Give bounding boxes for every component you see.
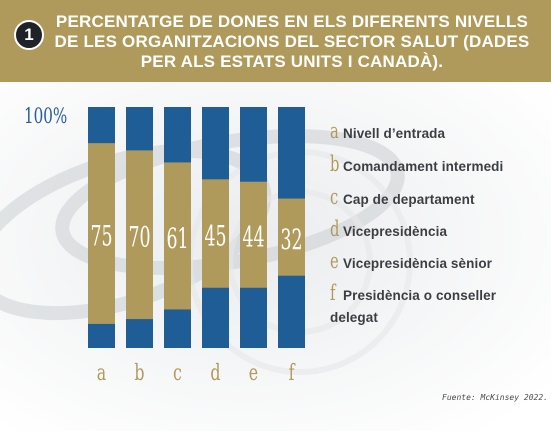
bar-women-e xyxy=(240,181,267,288)
source-note: Fuente: McKinsey 2022. xyxy=(442,393,548,402)
category-tick-b: b xyxy=(134,359,144,385)
chart-number-badge: 1 xyxy=(14,20,44,50)
stacked-bar-chart: 75 a 70 b 61 c 45 d 44 e 32 f xyxy=(88,107,305,386)
legend-letter: c xyxy=(330,185,339,209)
data-label-c: 61 xyxy=(166,223,188,255)
legend-label: Vicepresidència xyxy=(343,224,448,239)
legend-letter: d xyxy=(330,217,340,241)
legend-item-c: c Cap de departament xyxy=(330,186,545,211)
header-banner: 1 PERCENTATGE DE DONES EN ELS DIFERENTS … xyxy=(0,0,551,82)
category-tick-d: d xyxy=(210,359,220,385)
legend-label: Comandament intermedi xyxy=(343,159,504,174)
legend-item-d: d Vicepresidència xyxy=(330,218,545,243)
data-label-e: 44 xyxy=(242,221,264,253)
category-tick-f: f xyxy=(289,359,296,385)
category-tick-e: e xyxy=(249,359,258,385)
legend-label: Nivell d’entrada xyxy=(343,126,446,141)
bar-women-c xyxy=(164,162,191,310)
data-label-d: 45 xyxy=(204,220,226,252)
data-label-a: 75 xyxy=(90,220,112,252)
chart-title: PERCENTATGE DE DONES EN ELS DIFERENTS NI… xyxy=(54,12,530,71)
bar-women-f xyxy=(278,198,305,276)
bar-women-a xyxy=(88,143,115,324)
legend-item-a: a Nivell d’entrada xyxy=(330,120,545,145)
legend-letter: b xyxy=(330,152,340,176)
category-tick-a: a xyxy=(97,359,106,385)
legend-letter: f xyxy=(330,281,336,305)
bar-women-b xyxy=(126,150,153,320)
legend-label: Cap de departament xyxy=(343,192,475,207)
data-label-b: 70 xyxy=(128,221,150,253)
legend-letter: a xyxy=(330,119,339,143)
legend-label: Presidència o conseller delegat xyxy=(330,288,497,325)
category-tick-c: c xyxy=(173,359,182,385)
legend-label: Vicepresidència sènior xyxy=(343,256,493,271)
bar-women-d xyxy=(202,179,229,288)
legend-item-e: e Vicepresidència sènior xyxy=(330,250,545,275)
legend-item-b: b Comandament intermedi xyxy=(330,153,545,178)
legend-letter: e xyxy=(330,249,339,273)
legend-item-f: f Presidència o conseller delegat xyxy=(330,282,545,329)
data-label-f: 32 xyxy=(280,224,302,256)
max-percent-label: 100% xyxy=(24,104,68,128)
